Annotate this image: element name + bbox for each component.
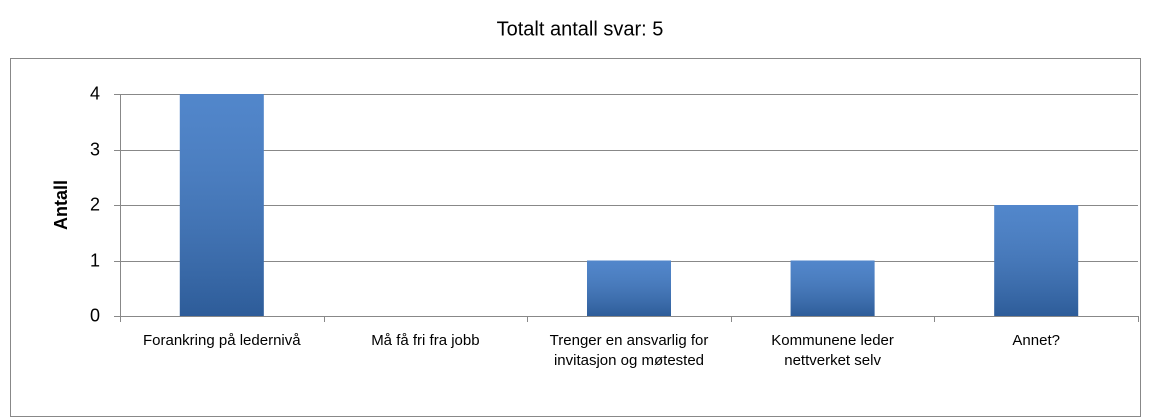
x-tick-label: Kommunene leder nettverket selv — [771, 332, 894, 369]
y-axis-label: Antall — [51, 180, 71, 230]
y-tick-label: 2 — [90, 194, 100, 214]
bar-shade — [994, 205, 1079, 316]
y-tick-label: 0 — [90, 305, 100, 325]
x-tick-label: Forankring på ledernivå — [143, 332, 301, 349]
bar-shade — [179, 94, 264, 316]
x-tick-label: Trenger en ansvarlig for invitasjon og m… — [549, 332, 709, 369]
bar-shade — [587, 260, 671, 316]
bar-shade — [790, 260, 875, 316]
y-tick-label: 3 — [90, 139, 100, 159]
chart-title: Totalt antall svar: 5 — [497, 18, 664, 40]
x-tick-label: Annet? — [1012, 332, 1060, 349]
x-tick-label: Må få fri fra jobb — [371, 332, 480, 349]
y-tick-label: 1 — [90, 250, 100, 270]
y-tick-label: 4 — [90, 83, 100, 103]
chart-border — [10, 58, 1141, 417]
